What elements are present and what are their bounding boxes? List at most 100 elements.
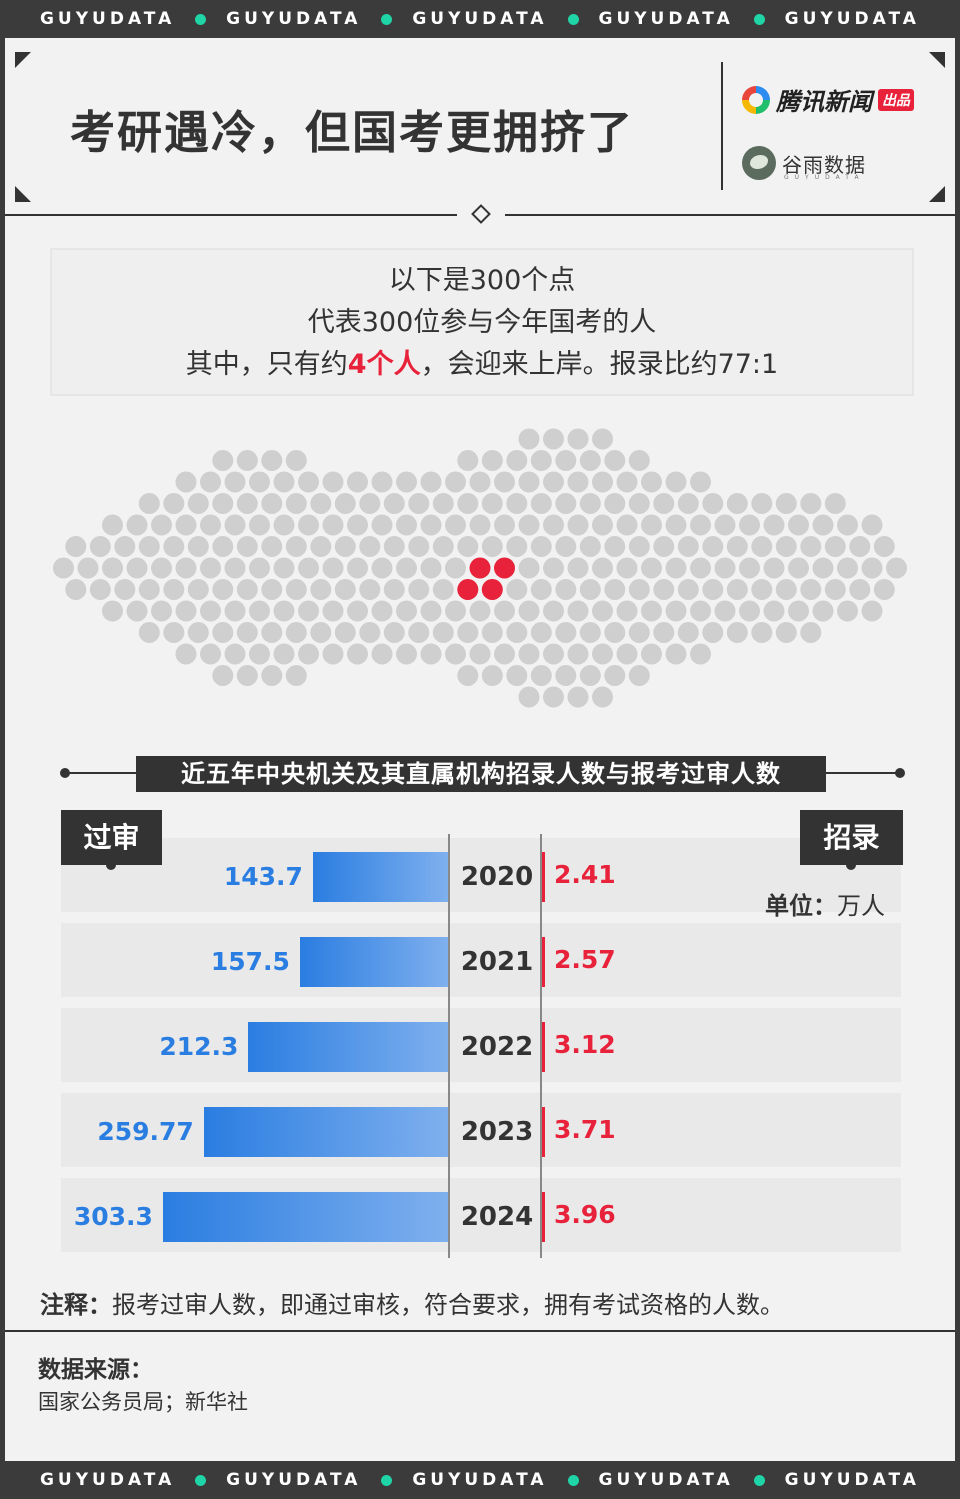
person-dot bbox=[469, 471, 491, 493]
person-dot bbox=[249, 471, 270, 493]
person-dot bbox=[163, 493, 185, 514]
person-dot bbox=[726, 579, 748, 600]
recruited-bar bbox=[542, 852, 545, 902]
person-dot bbox=[555, 536, 577, 557]
person-dot bbox=[812, 600, 834, 622]
person-dot bbox=[555, 450, 577, 471]
title-endpoint bbox=[895, 768, 905, 778]
passed-bar bbox=[299, 937, 448, 987]
intro-line-3-suffix: ，会迎来上岸。报录比约77:1 bbox=[420, 349, 779, 380]
person-dot bbox=[457, 450, 479, 471]
person-dot bbox=[677, 622, 699, 643]
passed-value-label: 157.5 bbox=[210, 947, 290, 976]
person-dot bbox=[653, 536, 675, 557]
person-dot bbox=[322, 600, 344, 622]
person-dot bbox=[457, 493, 479, 514]
person-dot bbox=[163, 622, 185, 643]
person-dot bbox=[702, 579, 724, 600]
person-dot bbox=[151, 557, 172, 579]
intro-line-1: 以下是300个点 bbox=[388, 265, 576, 296]
person-dot bbox=[788, 600, 809, 622]
person-dot bbox=[138, 536, 160, 557]
person-dot bbox=[65, 579, 87, 600]
person-dot bbox=[567, 514, 589, 536]
tag-pin bbox=[106, 860, 116, 870]
person-dot bbox=[555, 493, 577, 514]
person-dot bbox=[347, 600, 368, 622]
person-dot bbox=[249, 514, 270, 536]
intro-box: 以下是300个点 代表300位参与今年国考的人 其中，只有约4个人，会迎来上岸。… bbox=[50, 248, 914, 396]
person-dot bbox=[592, 514, 613, 536]
ribbon-dot-icon bbox=[567, 13, 579, 25]
ribbon-text: GUYUDATA bbox=[39, 9, 176, 29]
person-dot bbox=[236, 622, 258, 643]
person-dot bbox=[579, 536, 601, 557]
person-dot bbox=[824, 536, 846, 557]
person-dot bbox=[543, 471, 564, 493]
person-dot bbox=[812, 557, 834, 579]
person-dot bbox=[187, 579, 209, 600]
person-dot bbox=[334, 622, 356, 643]
ribbon-text: GUYUDATA bbox=[784, 1470, 920, 1490]
person-dot bbox=[285, 493, 307, 514]
passed-bar bbox=[312, 852, 448, 902]
person-dot bbox=[371, 643, 393, 665]
person-dot bbox=[469, 514, 491, 536]
person-dot bbox=[481, 493, 503, 514]
person-dot bbox=[641, 600, 662, 622]
person-dot bbox=[567, 557, 589, 579]
corner-mark bbox=[15, 186, 31, 202]
passed-value-label: 303.3 bbox=[73, 1202, 153, 1231]
year-label: 2021 bbox=[460, 947, 534, 977]
person-dot bbox=[518, 686, 540, 708]
person-dot bbox=[702, 493, 724, 514]
people-dot-field bbox=[53, 428, 907, 708]
year-label: 2023 bbox=[460, 1117, 534, 1147]
person-dot bbox=[518, 643, 540, 665]
person-dot bbox=[592, 686, 613, 708]
person-dot bbox=[163, 536, 185, 557]
ribbon-dot-icon bbox=[753, 1474, 765, 1486]
person-dot bbox=[543, 600, 564, 622]
person-dot bbox=[445, 643, 466, 665]
year-label: 2022 bbox=[460, 1032, 534, 1062]
passed-value-label: 212.3 bbox=[159, 1032, 239, 1061]
person-dot bbox=[628, 622, 650, 643]
person-dot bbox=[616, 643, 638, 665]
person-dot-hired bbox=[481, 579, 503, 600]
person-dot bbox=[530, 450, 552, 471]
person-dot bbox=[432, 622, 454, 643]
person-dot bbox=[200, 600, 221, 622]
person-dot bbox=[739, 600, 760, 622]
person-dot bbox=[530, 493, 552, 514]
guyu-logo-text: 谷雨数据 bbox=[782, 152, 866, 177]
person-dot bbox=[616, 514, 638, 536]
person-dot bbox=[592, 557, 613, 579]
person-dot bbox=[800, 536, 822, 557]
person-dot bbox=[677, 579, 699, 600]
person-dot bbox=[224, 643, 246, 665]
person-dot bbox=[665, 557, 687, 579]
person-dot bbox=[249, 600, 270, 622]
person-dot bbox=[751, 536, 773, 557]
person-dot bbox=[604, 622, 626, 643]
person-dot bbox=[641, 643, 662, 665]
person-dot bbox=[224, 557, 246, 579]
person-dot bbox=[408, 579, 430, 600]
person-dot bbox=[873, 579, 895, 600]
title-rule-right bbox=[820, 772, 900, 774]
person-dot bbox=[420, 514, 442, 536]
person-dot bbox=[837, 600, 858, 622]
person-dot bbox=[347, 557, 368, 579]
person-dot bbox=[616, 600, 638, 622]
ribbon-dot-icon bbox=[195, 13, 207, 25]
ribbon-text: GUYUDATA bbox=[226, 9, 362, 29]
person-dot bbox=[420, 471, 442, 493]
person-dot bbox=[457, 536, 479, 557]
person-dot bbox=[187, 622, 209, 643]
person-dot bbox=[849, 536, 871, 557]
person-dot bbox=[763, 557, 785, 579]
person-dot bbox=[175, 514, 197, 536]
person-dot bbox=[506, 536, 528, 557]
person-dot bbox=[567, 643, 589, 665]
